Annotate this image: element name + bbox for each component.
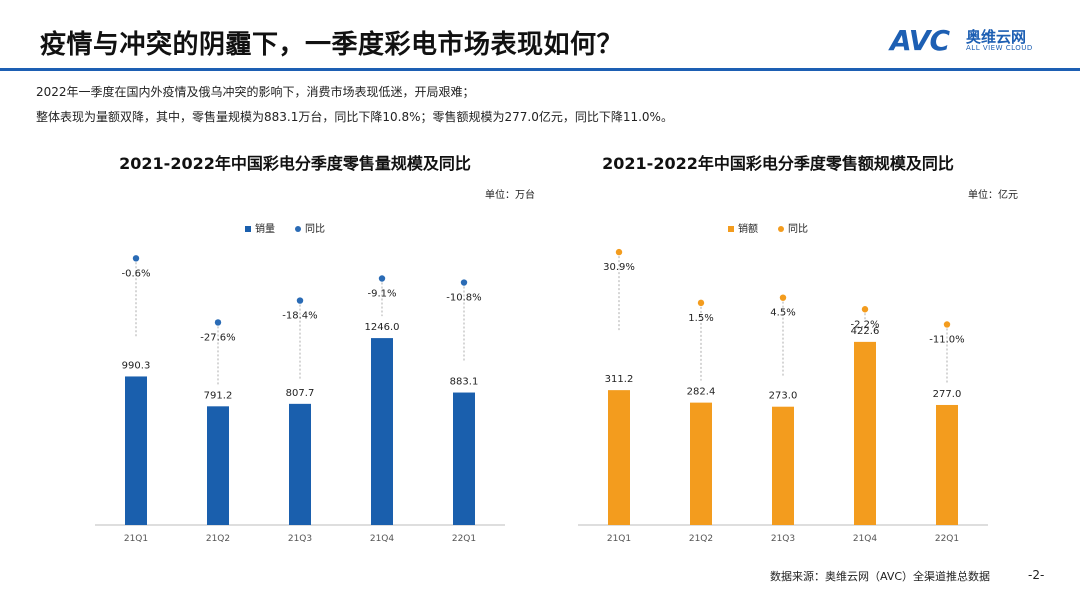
x-tick-label: 21Q4 [853,534,878,544]
volume-chart-legend: 销量 同比 [245,220,325,235]
yoy-point [132,255,140,262]
bar [936,404,958,525]
bar-value-label: 282.4 [687,387,716,398]
value-chart-unit: 单位：亿元 [968,190,1018,201]
value-chart-plot: 311.2 21Q1 30.9% 282.4 21Q2 1.5% 273.0 21Q3 4.5%… [578,248,988,544]
data-source: 数据来源：奥维云网（AVC）全渠道推总数据 [770,570,991,583]
x-tick-label: 21Q1 [124,534,148,544]
bar-value-label: 277.0 [933,389,962,400]
x-tick-label: 22Q1 [935,534,959,544]
bar [125,376,147,525]
yoy-value-label: 1.5% [688,313,713,324]
page-title: 疫情与冲突的阴霾下，一季度彩电市场表现如何？ [40,30,624,60]
yoy-point [779,294,787,301]
volume-chart: 2021-2022年中国彩电分季度零售量规模及同比 单位：万台 销量 同比 990… [95,140,565,560]
yoy-point [861,306,869,313]
bar-value-label: 883.1 [450,377,479,388]
yoy-value-label: -10.8% [446,293,481,304]
yoy-point [697,299,705,307]
logo-cn-text: 奥维云网 [966,28,1027,46]
legend-dot-swatch [778,226,784,232]
bar-value-label: 791.2 [204,390,233,401]
legend-bar-label: 销额 [738,224,758,235]
x-tick-label: 21Q3 [771,534,795,544]
bar [608,390,630,525]
value-chart-legend: 销额 同比 [728,220,808,235]
yoy-value-label: -18.4% [282,311,317,322]
bar-value-label: 422.6 [851,326,880,337]
bar-value-label: 273.0 [769,391,798,402]
yoy-value-label: -2.2% [850,319,879,330]
yoy-value-label: -0.6% [121,268,150,279]
x-tick-label: 22Q1 [452,534,476,544]
yoy-point [460,279,468,286]
description-line-2: 整体表现为量额双降，其中，零售量规模为883.1万台，同比下降10.8%；零售额… [36,110,673,124]
bar [854,341,876,525]
legend-bar-swatch [245,226,251,232]
yoy-value-label: -9.1% [367,288,396,299]
legend-dot-swatch [295,226,301,232]
yoy-point [615,248,623,256]
yoy-value-label: -11.0% [929,334,964,345]
bar [772,406,794,525]
bar [289,403,311,525]
x-tick-label: 21Q3 [288,534,312,544]
bar [207,406,229,525]
yoy-point [378,275,386,282]
logo-en-text: ALL VIEW CLOUD [966,44,1033,52]
legend-bar-label: 销量 [255,224,275,235]
bar [453,392,475,525]
yoy-value-label: -27.6% [200,332,235,343]
volume-chart-plot: 990.3 21Q1 -0.6% 791.2 21Q2 -27.6% 807.7 21Q3 -1… [95,255,505,544]
bar-value-label: 1246.0 [365,322,400,333]
legend-dot-label: 同比 [788,224,808,235]
x-tick-label: 21Q2 [206,534,230,544]
yoy-point [943,321,951,328]
legend-dot-label: 同比 [305,224,325,235]
logo-mark: AVC [890,24,950,57]
bar-value-label: 990.3 [122,360,151,371]
x-tick-label: 21Q2 [689,534,713,544]
value-chart-title: 2021-2022年中国彩电分季度零售额规模及同比 [602,154,954,173]
legend-bar-swatch [728,226,734,232]
bar-value-label: 311.2 [605,374,634,385]
x-tick-label: 21Q4 [370,534,395,544]
x-tick-label: 21Q1 [607,534,631,544]
yoy-value-label: 30.9% [603,262,635,273]
yoy-value-label: 4.5% [770,308,795,319]
bar [690,402,712,525]
avc-logo: AVC 奥维云网 ALL VIEW CLOUD [890,24,1060,60]
volume-chart-unit: 单位：万台 [485,190,535,201]
yoy-point [296,297,304,304]
volume-chart-title: 2021-2022年中国彩电分季度零售量规模及同比 [119,154,471,173]
bar-value-label: 807.7 [286,388,315,399]
header-divider [0,68,1080,71]
yoy-point [214,319,222,326]
value-chart: 2021-2022年中国彩电分季度零售额规模及同比 单位：亿元 销额 同比 311… [578,140,1048,560]
description-line-1: 2022年一季度在国内外疫情及俄乌冲突的影响下，消费市场表现低迷，开局艰难； [36,85,475,99]
bar [371,338,393,525]
page-number: -2- [1028,568,1045,582]
